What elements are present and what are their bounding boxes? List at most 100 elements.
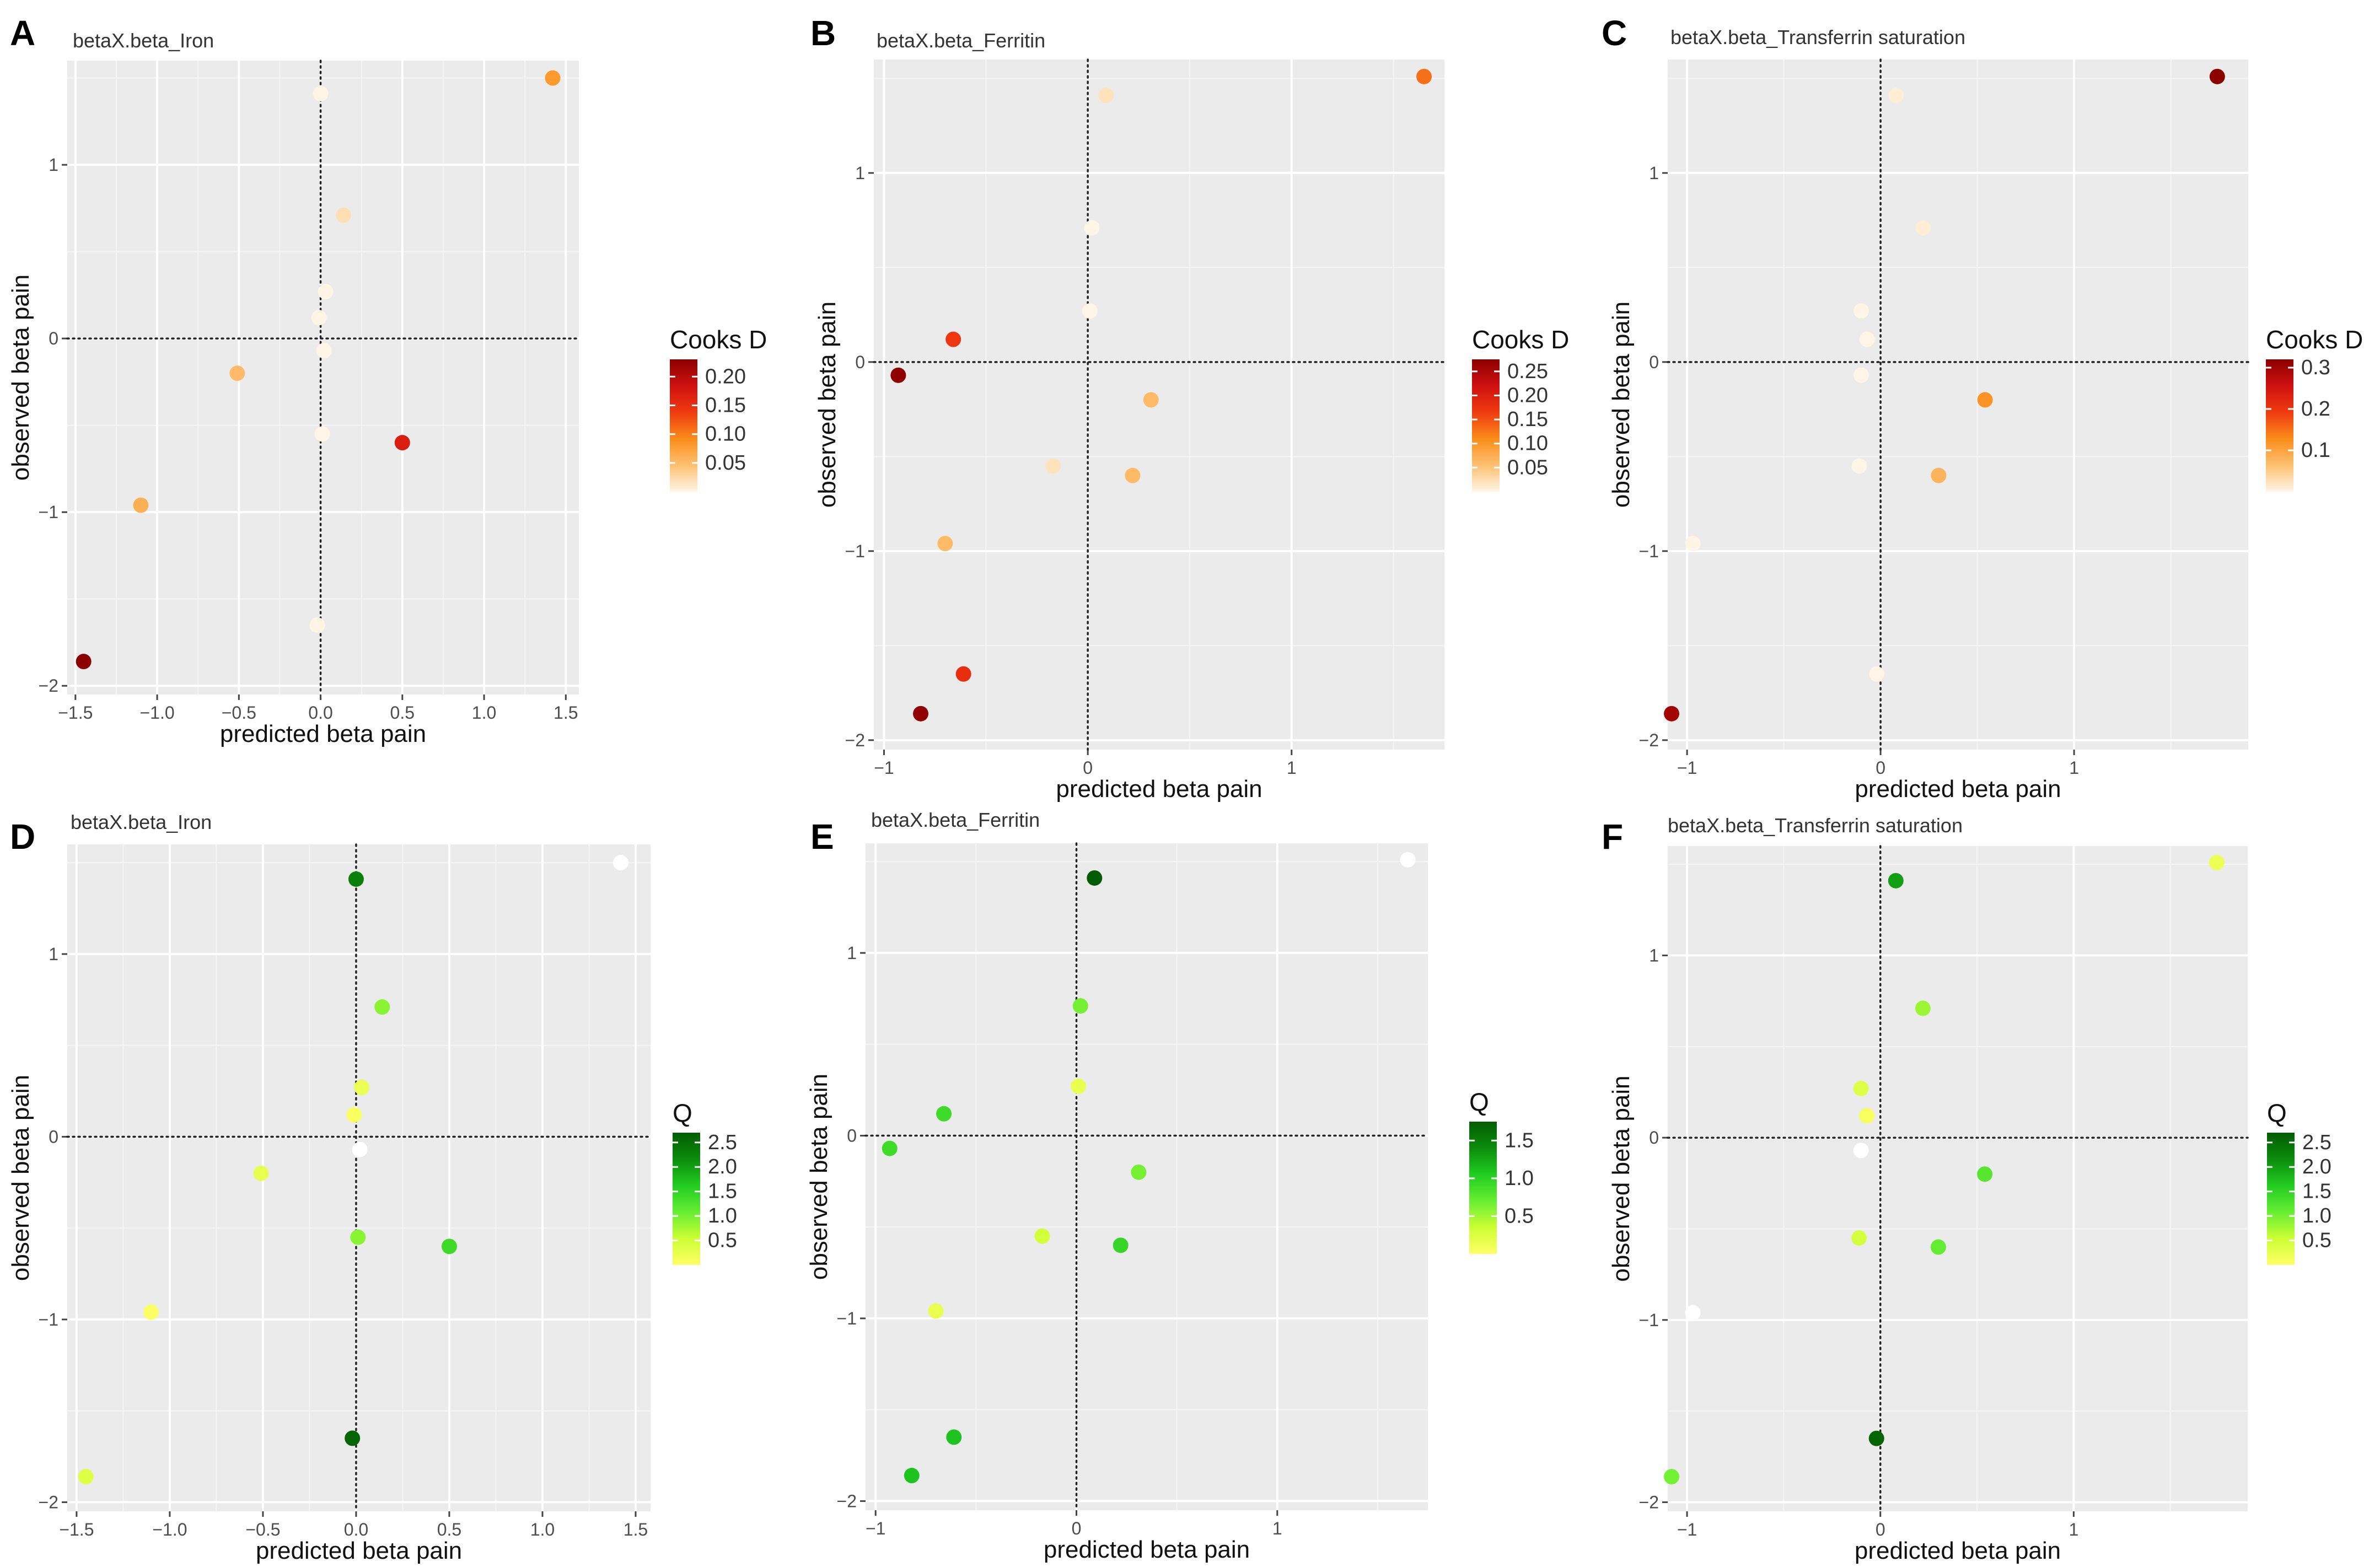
legend-tick-label: 2.0 xyxy=(708,1155,737,1178)
data-point xyxy=(1416,68,1432,84)
data-point xyxy=(350,1229,366,1245)
y-tick-label: −2 xyxy=(845,730,865,750)
y-tick-label: 0 xyxy=(1649,352,1659,372)
plot-background xyxy=(67,61,579,694)
legend-tick-label: 0.20 xyxy=(705,365,746,388)
legend-tick-label: 0.5 xyxy=(1505,1204,1534,1227)
data-point xyxy=(1045,458,1061,474)
x-tick-label: 0.5 xyxy=(390,703,415,723)
legend-tick-label: 0.1 xyxy=(2301,439,2330,462)
panel-title: betaX.beta_Transferrin saturation xyxy=(1668,814,1963,837)
data-point xyxy=(545,70,561,86)
x-tick-label: 1.0 xyxy=(472,703,496,723)
y-tick-label: 0 xyxy=(847,1126,857,1145)
legend-tick-label: 2.5 xyxy=(2302,1131,2331,1154)
x-tick-label: −1.5 xyxy=(59,1520,94,1539)
panel-title: betaX.beta_Ferritin xyxy=(877,29,1045,52)
x-tick-label: 1 xyxy=(2069,1520,2079,1539)
data-point xyxy=(1859,331,1875,347)
data-point xyxy=(318,284,334,300)
x-axis-title: predicted beta pain xyxy=(1855,776,2061,803)
legend-tick-label: 1.0 xyxy=(2302,1204,2331,1227)
x-axis-title: predicted beta pain xyxy=(1044,1536,1250,1563)
legend-tick-label: 0.2 xyxy=(2301,397,2330,421)
x-tick-label: 1 xyxy=(2069,758,2079,778)
x-tick-label: 1.5 xyxy=(554,703,578,723)
data-point xyxy=(955,666,971,682)
legend-tick-label: 0.3 xyxy=(2301,356,2330,379)
legend-title: Cooks D xyxy=(670,325,767,354)
data-point xyxy=(1113,1237,1129,1253)
y-axis-title: observed beta pain xyxy=(7,274,34,481)
y-tick-label: −1 xyxy=(845,541,865,561)
data-point xyxy=(1072,998,1088,1014)
x-tick-label: 1 xyxy=(1287,758,1297,778)
y-tick-label: 1 xyxy=(49,155,58,175)
legend-tick-label: 0.05 xyxy=(1507,456,1548,479)
y-tick-label: 1 xyxy=(855,163,865,183)
plot-background xyxy=(67,844,651,1511)
data-point xyxy=(1851,458,1867,474)
x-tick-label: −1 xyxy=(1677,1520,1697,1539)
data-point xyxy=(1869,666,1885,682)
x-tick-label: −1.0 xyxy=(152,1520,187,1539)
panel-title: betaX.beta_Iron xyxy=(73,29,214,52)
data-point xyxy=(316,343,332,359)
data-point xyxy=(1131,1164,1147,1180)
data-point xyxy=(354,1079,370,1095)
data-point xyxy=(945,331,961,347)
data-point xyxy=(904,1468,920,1484)
x-tick-label: −0.5 xyxy=(222,703,256,723)
legend-tick-label: 0.10 xyxy=(705,423,746,446)
x-tick-label: 0 xyxy=(1876,758,1885,778)
data-point xyxy=(2209,68,2225,84)
panel-letter: C xyxy=(1602,13,1627,53)
panel-letter: E xyxy=(810,817,834,857)
y-tick-label: −2 xyxy=(39,1492,58,1512)
data-point xyxy=(1859,1108,1875,1124)
y-tick-label: 0 xyxy=(855,352,865,372)
data-point xyxy=(441,1238,457,1254)
y-tick-label: −2 xyxy=(1639,730,1659,750)
y-tick-label: 0 xyxy=(49,1127,58,1146)
data-point xyxy=(1977,1166,1993,1182)
panel-title: betaX.beta_Transferrin saturation xyxy=(1670,26,1965,49)
data-point xyxy=(1851,1230,1867,1246)
panel-letter: B xyxy=(810,13,836,53)
data-point xyxy=(229,365,245,381)
data-point xyxy=(613,855,628,871)
legend-title: Cooks D xyxy=(1472,325,1569,354)
data-point xyxy=(1685,536,1701,552)
legend-title: Q xyxy=(673,1098,692,1127)
legend-tick-label: 2.0 xyxy=(2302,1155,2331,1178)
data-point xyxy=(336,207,352,223)
data-point xyxy=(1868,1430,1884,1446)
data-point xyxy=(1977,392,1993,408)
y-tick-label: 0 xyxy=(49,329,58,348)
x-tick-label: 0.0 xyxy=(344,1520,368,1539)
data-point xyxy=(1854,367,1869,383)
data-point xyxy=(1854,303,1869,319)
x-tick-label: 1 xyxy=(1272,1518,1282,1538)
data-point xyxy=(2209,854,2225,870)
legend-tick-label: 2.5 xyxy=(708,1131,737,1154)
legend-tick-label: 1.5 xyxy=(708,1180,737,1203)
y-axis-title: observed beta pain xyxy=(7,1075,34,1281)
y-tick-label: −1 xyxy=(1639,1310,1659,1330)
panel-letter: D xyxy=(10,817,35,857)
panel-letter: A xyxy=(10,13,35,53)
legend-tick-label: 1.0 xyxy=(708,1204,737,1227)
y-tick-label: −2 xyxy=(1639,1492,1659,1512)
legend-colorbar xyxy=(2267,1133,2295,1265)
data-point xyxy=(1098,88,1114,104)
panel-title: betaX.beta_Ferritin xyxy=(871,809,1040,831)
x-tick-label: 0 xyxy=(1083,758,1093,778)
y-axis-title: observed beta pain xyxy=(805,1074,832,1280)
data-point xyxy=(143,1304,159,1320)
data-point xyxy=(1143,392,1159,408)
y-tick-label: −1 xyxy=(39,502,58,522)
data-point xyxy=(1931,467,1947,483)
x-tick-label: 0.5 xyxy=(437,1520,461,1539)
